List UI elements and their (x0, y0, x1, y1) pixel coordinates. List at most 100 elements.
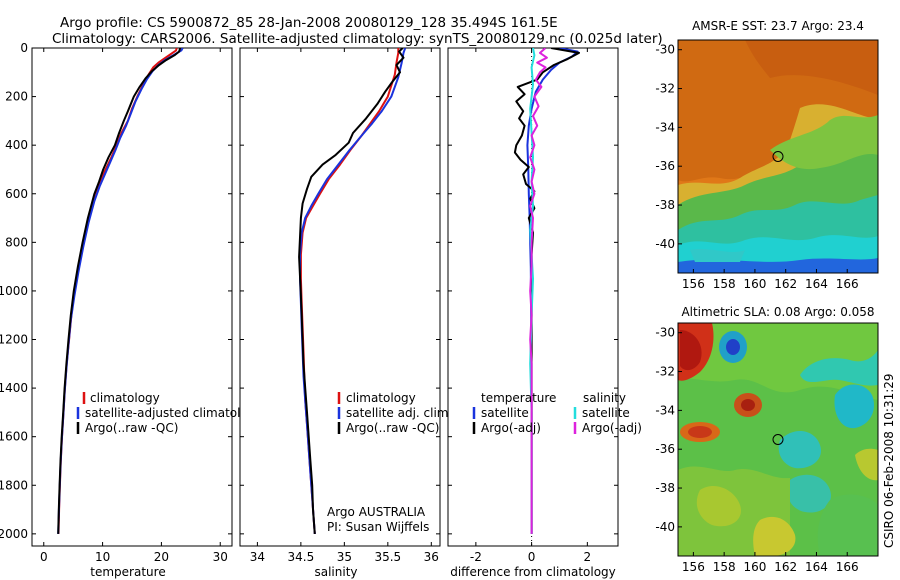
difference-y-axis (448, 47, 618, 535)
sst-map-ytick-label: -40 (655, 237, 675, 251)
sla-map-xtick-label: 156 (682, 560, 705, 574)
salinity-xtick-label: 35 (337, 550, 352, 564)
temperature-legend-argo: Argo(..raw -QC) (85, 421, 178, 435)
temperature-ytick-label: 200 (5, 90, 28, 104)
difference-legend-temp-argo: Argo(-adj) (481, 421, 541, 435)
temperature-ytick-label: 1800 (0, 478, 28, 492)
temperature-legend: climatology satellite-adjusted climatolo… (76, 391, 263, 435)
difference-xtick-label: -2 (470, 550, 482, 564)
sst-map-ytick-label: -30 (655, 43, 675, 57)
temperature-ytick-label: 1600 (0, 430, 28, 444)
difference-legend-sal-satellite: satellite (582, 406, 630, 420)
temperature-xtick-label: 20 (154, 550, 169, 564)
temperature-ytick-label: 800 (5, 235, 28, 249)
salinity-legend: climatology satellite adj. clim. Argo(..… (337, 391, 452, 435)
sla-map-xtick-label: 158 (713, 560, 736, 574)
figure-title-line2: Climatology: CARS2006. Satellite-adjuste… (52, 31, 663, 47)
salinity-xtick-label: 36 (424, 550, 439, 564)
salinity-y-axis (240, 47, 440, 535)
sla-map-title: Altimetric SLA: 0.08 Argo: 0.058 (681, 305, 874, 319)
difference-legend-salinity-header: salinity (583, 391, 626, 405)
sst-map-ytick-label: -32 (655, 82, 675, 96)
sst-map-title: AMSR-E SST: 23.7 Argo: 23.4 (692, 19, 864, 33)
temperature-xtick-label: 0 (40, 550, 48, 564)
sla-map-ytick-label: -30 (655, 326, 675, 340)
salinity-xtick-label: 34.5 (288, 550, 315, 564)
temperature-xtick-label: 10 (95, 550, 110, 564)
difference-x-label: difference from climatology (450, 565, 616, 579)
sst-map-xtick-label: 164 (805, 277, 828, 291)
attribution-line2: PI: Susan Wijffels (327, 520, 429, 534)
temperature-ytick-label: 600 (5, 187, 28, 201)
salinity-xtick-label: 35.5 (374, 550, 401, 564)
temperature-ytick-label: 2000 (0, 527, 28, 541)
figure-title-line1: Argo profile: CS 5900872_85 28-Jan-2008 … (60, 15, 558, 31)
salinity-x-label: salinity (314, 565, 357, 579)
difference-series-salinity-argo-adj (529, 48, 548, 534)
difference-xtick-label: 2 (584, 550, 592, 564)
sst-map-xtick-label: 156 (682, 277, 705, 291)
temperature-xtick-label: 30 (213, 550, 228, 564)
salinity-legend-argo: Argo(..raw -QC) (346, 421, 439, 435)
salinity-legend-climatology: climatology (346, 391, 416, 405)
attribution-line1: Argo AUSTRALIA (327, 505, 426, 519)
sst-map-panel: AMSR-E SST: 23.7 Argo: 23.4 -30 -32 -34 -36… (655, 19, 879, 291)
sla-map-ytick-label: -36 (655, 442, 675, 456)
temperature-series-argo-raw-qc (57, 48, 182, 534)
salinity-series-argo-raw-qc (298, 48, 405, 534)
temperature-x-axis: 0 10 20 30 (40, 48, 228, 564)
sst-map-ytick-label: -38 (655, 198, 675, 212)
sst-heatmap (678, 40, 878, 273)
sla-map-panel: Altimetric SLA: 0.08 Argo: 0.058 -30-32-… (655, 305, 879, 574)
temperature-ytick-label: 1000 (0, 284, 28, 298)
sst-map-ytick-label: -34 (655, 120, 675, 134)
difference-legend: temperature satellite Argo(-adj) salinit… (472, 391, 642, 435)
difference-x-axis: -2 0 2 (470, 48, 591, 564)
sla-map-xtick-label: 160 (743, 560, 766, 574)
salinity-x-axis: 34 34.5 35 35.5 36 (250, 48, 439, 564)
sst-map-frame (677, 39, 879, 274)
difference-panel: -2 0 2 difference from climatology tempera… (447, 47, 642, 579)
temperature-ytick-label: 0 (20, 41, 28, 55)
temperature-plot-area (57, 48, 184, 534)
sst-argo-location-marker (772, 151, 784, 162)
temperature-panel: 0 200 400 600 800 1000 1200 1400 1600 1800 2000 0 1… (0, 41, 263, 579)
salinity-axes-frame (239, 47, 441, 547)
difference-plot-area (513, 48, 580, 546)
difference-legend-temperature-header: temperature (481, 391, 556, 405)
sst-map-xtick-label: 160 (743, 277, 766, 291)
sst-map-ytick-label: -36 (655, 159, 675, 173)
sla-map-xtick-label: 162 (774, 560, 797, 574)
salinity-plot-area (298, 48, 407, 534)
temperature-x-label: temperature (90, 565, 165, 579)
sla-argo-location-marker (772, 434, 784, 445)
difference-legend-temp-satellite: satellite (481, 406, 529, 420)
temperature-ytick-label: 1400 (0, 381, 28, 395)
sst-map-xtick-label: 158 (713, 277, 736, 291)
temperature-legend-climatology: climatology (90, 391, 160, 405)
sst-map-axes: -30 -32 -34 -36 -38 -40 156 158 160 162 164 166 (655, 43, 858, 291)
salinity-legend-satellite: satellite adj. clim. (346, 406, 452, 420)
difference-xtick-label: 0 (528, 550, 536, 564)
sla-map-frame (677, 322, 879, 557)
sla-map-ytick-label: -38 (655, 481, 675, 495)
temperature-axes-frame (31, 47, 233, 547)
sla-map-ytick-label: -32 (655, 365, 675, 379)
salinity-xtick-label: 34 (250, 550, 265, 564)
difference-legend-sal-argo: Argo(-adj) (582, 421, 642, 435)
temperature-ytick-label: 400 (5, 138, 28, 152)
sla-map-ytick-label: -40 (655, 520, 675, 534)
credit-timestamp: CSIRO 06-Feb-2008 10:31:29 (882, 373, 896, 548)
sla-heatmap (678, 323, 878, 556)
sst-map-xtick-label: 162 (774, 277, 797, 291)
sst-map-xtick-label: 166 (836, 277, 859, 291)
temperature-ytick-label: 1200 (0, 333, 28, 347)
temperature-y-axis: 0 200 400 600 800 1000 1200 1400 1600 1800 2000 (0, 41, 232, 541)
sla-map-xtick-label: 166 (836, 560, 859, 574)
sla-map-axes: -30 -32 -34 -36 -38 -40 156 158 160 162 164 166 (655, 326, 858, 574)
salinity-panel: 34 34.5 35 35.5 36 salinity climatology sate… (239, 47, 452, 579)
sla-map-xtick-label: 164 (805, 560, 828, 574)
temperature-legend-satellite: satellite-adjusted climatology (85, 406, 263, 420)
sla-map-ytick-label: -34 (655, 403, 675, 417)
